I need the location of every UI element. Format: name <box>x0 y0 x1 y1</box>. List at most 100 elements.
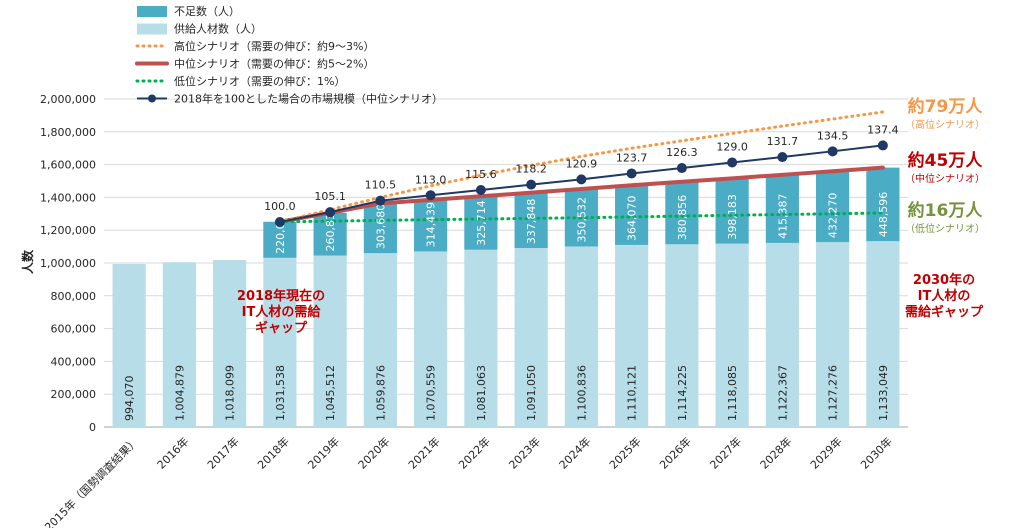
x-tick-label: 2027年 <box>707 434 744 471</box>
y-tick-label: 1,000,000 <box>40 257 96 270</box>
shortage-bar <box>263 221 297 258</box>
shortage-label: 448,596 <box>877 192 890 238</box>
supply-bar <box>162 262 196 427</box>
market-size-label: 100.0 <box>264 200 296 213</box>
supply-bar <box>313 255 347 427</box>
x-tick-label: 2016年 <box>154 434 191 471</box>
legend-swatch <box>137 6 167 17</box>
shortage-label: 364,070 <box>626 195 639 241</box>
y-tick-label: 2,000,000 <box>40 93 96 106</box>
supply-bar <box>564 246 598 427</box>
market-size-label: 131.7 <box>767 135 799 148</box>
market-size-label: 134.5 <box>817 129 849 142</box>
x-tick-label: 2030年 <box>858 434 895 471</box>
market-size-marker <box>727 157 738 168</box>
supply-label: 1,091,050 <box>525 365 538 421</box>
supply-bar <box>514 248 548 427</box>
supply-bar <box>866 241 900 427</box>
x-tick-label: 2020年 <box>355 434 392 471</box>
supply-label: 1,045,512 <box>324 365 337 421</box>
supply-label: 994,070 <box>123 376 136 422</box>
shortage-bar <box>414 199 448 252</box>
y-tick-label: 1,200,000 <box>40 224 96 237</box>
supply-label: 1,004,879 <box>173 365 186 421</box>
supply-label: 1,059,876 <box>374 365 387 421</box>
legend-label: 供給人材数（人） <box>174 22 262 36</box>
annotation-2018-gap: IT人材の需給 <box>242 304 322 320</box>
market-size-label: 118.2 <box>515 163 547 176</box>
legend-label: 不足数（人） <box>174 5 240 18</box>
x-tick-label: 2024年 <box>556 434 593 471</box>
x-tick-label: 2023年 <box>506 434 543 471</box>
annotation-mid-sub: （中位シナリオ） <box>905 172 985 185</box>
annotation-2030-gap: IT人材の <box>918 288 971 304</box>
market-size-label: 110.5 <box>365 179 397 192</box>
supply-bar <box>464 249 498 427</box>
legend-label: 中位シナリオ（需要の伸び：約5～2%） <box>174 57 374 71</box>
market-size-marker <box>827 146 838 157</box>
supply-label: 1,127,276 <box>827 365 840 421</box>
annotation-low-value: 約16万人 <box>908 200 984 221</box>
shortage-bar <box>765 174 799 243</box>
market-size-marker <box>375 195 386 206</box>
market-size-marker <box>626 168 637 179</box>
supply-label: 1,018,099 <box>224 365 237 421</box>
x-tick-label: 2025年 <box>606 434 643 471</box>
market-size-label: 120.9 <box>566 157 598 170</box>
shortage-label: 220,000 <box>274 208 287 254</box>
legend-label: 低位シナリオ（需要の伸び：1%） <box>174 74 345 88</box>
x-tick-label: 2026年 <box>657 434 694 471</box>
supply-bar <box>715 243 749 427</box>
market-size-label: 123.7 <box>616 151 648 164</box>
y-tick-label: 1,800,000 <box>40 126 96 139</box>
x-tick-label: 2015年（国勢調査結果） <box>42 434 142 528</box>
legend-marker <box>148 94 156 103</box>
shortage-bar <box>715 178 749 244</box>
shortage-label: 398,183 <box>726 194 739 240</box>
y-tick-label: 1,400,000 <box>40 191 96 204</box>
y-tick-label: 400,000 <box>51 355 97 368</box>
annotation-high-value: 約79万人 <box>908 96 984 117</box>
market-size-label: 113.0 <box>415 173 447 186</box>
annotation-2018-gap: ギャップ <box>255 320 308 336</box>
market-size-label: 126.3 <box>666 146 698 159</box>
market-size-marker <box>877 140 888 151</box>
market-size-label: 115.6 <box>465 168 497 181</box>
shortage-bar <box>514 192 548 249</box>
supply-label: 1,070,559 <box>425 365 438 421</box>
supply-label: 1,081,063 <box>475 365 488 421</box>
supply-label: 1,031,538 <box>274 365 287 421</box>
shortage-bar <box>615 185 649 245</box>
supply-bar <box>615 244 649 427</box>
supply-label: 1,118,085 <box>726 365 739 421</box>
shortage-label: 314,439 <box>425 202 438 248</box>
x-tick-label: 2028年 <box>757 434 794 471</box>
supply-label: 1,133,049 <box>877 365 890 421</box>
market-size-marker <box>274 217 285 227</box>
low-scenario-line <box>278 211 885 224</box>
y-tick-label: 1,600,000 <box>40 159 96 172</box>
shortage-bar <box>464 196 498 250</box>
shortage-bar <box>363 203 397 254</box>
x-tick-label: 2022年 <box>456 434 493 471</box>
legend-label: 2018年を100とした場合の市場規模（中位シナリオ） <box>174 92 443 106</box>
supply-bar <box>263 257 297 427</box>
supply-label: 1,122,367 <box>776 365 789 421</box>
legend-swatch <box>137 23 167 35</box>
market-size-marker <box>425 190 436 201</box>
supply-bar <box>765 242 799 427</box>
shortage-label: 380,856 <box>676 195 689 241</box>
x-tick-label: 2017年 <box>204 434 241 471</box>
legend-label: 高位シナリオ（需要の伸び：約9～3%） <box>174 39 374 53</box>
annotation-low-sub: （低位シナリオ） <box>905 222 985 235</box>
market-size-marker <box>526 179 537 190</box>
market-size-marker <box>325 207 336 218</box>
market-size-marker <box>576 174 587 185</box>
shortage-bar <box>866 167 900 242</box>
x-tick-label: 2019年 <box>305 434 342 471</box>
supply-bar <box>213 260 247 427</box>
y-tick-label: 600,000 <box>51 323 97 336</box>
annotation-2030-gap: 2030年の <box>913 272 975 288</box>
